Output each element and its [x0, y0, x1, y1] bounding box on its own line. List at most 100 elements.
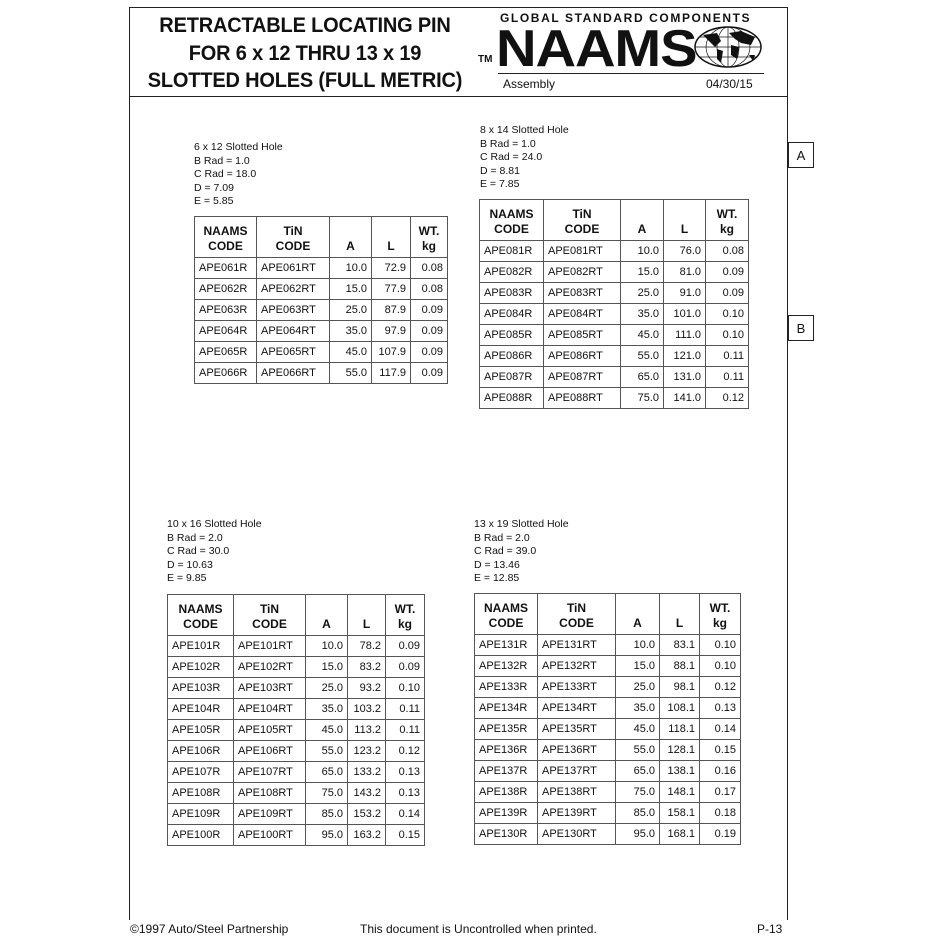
- dim-l: 111.0: [663, 324, 706, 346]
- tin-code: APE139RT: [537, 802, 616, 824]
- spec-title: 10 x 16 Slotted Hole: [167, 518, 262, 530]
- dim-a: 85.0: [305, 803, 348, 825]
- dim-l: 153.2: [347, 803, 386, 825]
- spec-value: D = 8.81: [480, 164, 520, 177]
- table-header-row: NAAMS CODE TiN CODE A L WT. kg: [167, 594, 425, 636]
- spec-value: C Rad = 39.0: [474, 545, 537, 557]
- weight-kg: 0.19: [699, 823, 741, 845]
- dim-l: 121.0: [663, 345, 706, 367]
- table-row: APE106R APE106RT 55.0 123.2 0.12: [167, 740, 425, 762]
- tin-code: APE081RT: [543, 240, 621, 262]
- spec-value: E = 12.85: [474, 572, 520, 584]
- dim-l: 118.1: [659, 718, 700, 740]
- weight-kg: 0.09: [410, 341, 448, 363]
- dim-a: 10.0: [305, 635, 348, 657]
- dim-a: 35.0: [329, 320, 372, 342]
- spec-value: B Rad = 2.0: [474, 531, 530, 544]
- naams-code: APE138R: [474, 781, 538, 803]
- weight-kg: 0.16: [699, 760, 741, 782]
- column-header: L: [347, 594, 386, 636]
- dim-l: 76.0: [663, 240, 706, 262]
- dim-l: 148.1: [659, 781, 700, 803]
- table-row: APE061R APE061RT 10.0 72.9 0.08: [194, 257, 448, 279]
- dim-l: 93.2: [347, 677, 386, 699]
- weight-kg: 0.10: [699, 634, 741, 656]
- weight-kg: 0.08: [705, 240, 749, 262]
- weight-kg: 0.09: [705, 261, 749, 283]
- dim-l: 83.2: [347, 656, 386, 678]
- spec-value: E = 7.85: [480, 178, 520, 190]
- header-divider: [129, 96, 788, 97]
- tin-code: APE085RT: [543, 324, 621, 346]
- title-line: RETRACTABLE LOCATING PIN: [159, 13, 451, 37]
- tin-code: APE064RT: [256, 320, 330, 342]
- part-table: NAAMS CODE TiN CODE A L WT. kg APE131R APE131R…: [474, 593, 741, 845]
- table-row: APE065R APE065RT 45.0 107.9 0.09: [194, 341, 448, 363]
- naams-code: APE132R: [474, 655, 538, 677]
- weight-kg: 0.14: [699, 718, 741, 740]
- weight-kg: 0.09: [385, 656, 425, 678]
- tin-code: APE083RT: [543, 282, 621, 304]
- table-row: APE082R APE082RT 15.0 81.0 0.09: [479, 261, 749, 283]
- weight-kg: 0.11: [385, 719, 425, 741]
- table-row: APE135R APE135RT 45.0 118.1 0.14: [474, 718, 741, 740]
- column-header: TiN CODE: [537, 593, 616, 635]
- dim-a: 95.0: [305, 824, 348, 846]
- weight-kg: 0.13: [699, 697, 741, 719]
- tin-code: APE102RT: [233, 656, 306, 678]
- naams-code: APE103R: [167, 677, 234, 699]
- spec-title: 6 x 12 Slotted Hole: [194, 141, 283, 153]
- dim-a: 65.0: [620, 366, 664, 388]
- table-row: APE139R APE139RT 85.0 158.1 0.18: [474, 802, 741, 824]
- weight-kg: 0.17: [699, 781, 741, 803]
- dim-l: 123.2: [347, 740, 386, 762]
- tin-code: APE134RT: [537, 697, 616, 719]
- side-tab-a[interactable]: A: [788, 142, 814, 168]
- column-header: A: [305, 594, 348, 636]
- spec-value: D = 7.09: [194, 181, 234, 194]
- table-row: APE107R APE107RT 65.0 133.2 0.13: [167, 761, 425, 783]
- logo-divider: [498, 73, 764, 74]
- column-header: L: [659, 593, 700, 635]
- tin-code: APE084RT: [543, 303, 621, 325]
- dim-l: 131.0: [663, 366, 706, 388]
- weight-kg: 0.10: [705, 303, 749, 325]
- spec-value: E = 5.85: [194, 195, 234, 207]
- table-row: APE108R APE108RT 75.0 143.2 0.13: [167, 782, 425, 804]
- table-row: APE138R APE138RT 75.0 148.1 0.17: [474, 781, 741, 803]
- dim-a: 10.0: [329, 257, 372, 279]
- dim-a: 45.0: [305, 719, 348, 741]
- naams-code: APE108R: [167, 782, 234, 804]
- tin-code: APE107RT: [233, 761, 306, 783]
- dim-a: 25.0: [305, 677, 348, 699]
- naams-code: APE086R: [479, 345, 544, 367]
- title-line: SLOTTED HOLES (FULL METRIC): [147, 68, 463, 92]
- tin-code: APE063RT: [256, 299, 330, 321]
- column-header: NAAMS CODE: [479, 199, 544, 241]
- column-header: WT. kg: [705, 199, 749, 241]
- dim-l: 143.2: [347, 782, 386, 804]
- globe-icon: [694, 26, 762, 68]
- weight-kg: 0.08: [410, 278, 448, 300]
- table-header-row: NAAMS CODE TiN CODE A L WT. kg: [194, 216, 448, 258]
- dim-l: 107.9: [371, 341, 411, 363]
- weight-kg: 0.09: [410, 320, 448, 342]
- dim-a: 55.0: [329, 362, 372, 384]
- dim-a: 25.0: [620, 282, 664, 304]
- weight-kg: 0.11: [385, 698, 425, 720]
- dim-l: 81.0: [663, 261, 706, 283]
- weight-kg: 0.12: [385, 740, 425, 762]
- naams-code: APE085R: [479, 324, 544, 346]
- tin-code: APE106RT: [233, 740, 306, 762]
- tin-code: APE136RT: [537, 739, 616, 761]
- table-row: APE087R APE087RT 65.0 131.0 0.11: [479, 366, 749, 388]
- spec-title: 13 x 19 Slotted Hole: [474, 518, 569, 530]
- dim-l: 77.9: [371, 278, 411, 300]
- dim-a: 95.0: [615, 823, 660, 845]
- weight-kg: 0.12: [705, 387, 749, 409]
- tin-code: APE062RT: [256, 278, 330, 300]
- spec-value: C Rad = 30.0: [167, 545, 230, 557]
- naams-code: APE062R: [194, 278, 257, 300]
- dim-l: 98.1: [659, 676, 700, 698]
- part-table: NAAMS CODE TiN CODE A L WT. kg APE101R APE101R…: [167, 594, 425, 846]
